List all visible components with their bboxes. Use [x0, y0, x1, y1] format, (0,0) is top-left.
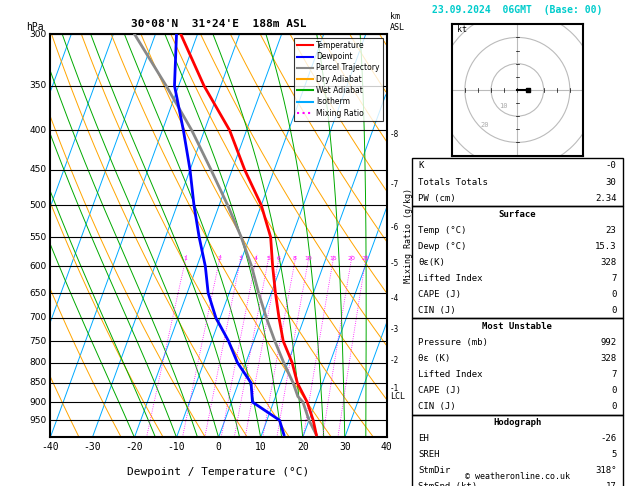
Text: -20: -20 [126, 442, 143, 452]
Text: -6: -6 [390, 224, 399, 232]
Text: SREH: SREH [418, 450, 440, 459]
Text: 0: 0 [611, 306, 616, 315]
Text: 0: 0 [611, 402, 616, 411]
Text: Dewp (°C): Dewp (°C) [418, 242, 467, 251]
Text: 10: 10 [255, 442, 267, 452]
Text: hPa: hPa [26, 21, 44, 32]
Text: 20: 20 [297, 442, 309, 452]
Text: StmSpd (kt): StmSpd (kt) [418, 482, 477, 486]
Text: -0: -0 [606, 161, 616, 171]
Text: Mixing Ratio (g/kg): Mixing Ratio (g/kg) [404, 188, 413, 283]
Text: 10: 10 [304, 256, 312, 260]
Text: 950: 950 [30, 416, 47, 425]
Text: -26: -26 [600, 434, 616, 443]
Legend: Temperature, Dewpoint, Parcel Trajectory, Dry Adiabat, Wet Adiabat, Isotherm, Mi: Temperature, Dewpoint, Parcel Trajectory… [294, 38, 383, 121]
Text: PW (cm): PW (cm) [418, 193, 456, 203]
Text: 30°08'N  31°24'E  188m ASL: 30°08'N 31°24'E 188m ASL [131, 19, 306, 29]
Text: 550: 550 [30, 233, 47, 242]
Text: Surface: Surface [499, 209, 536, 219]
Text: 600: 600 [30, 262, 47, 271]
Text: 1: 1 [184, 256, 187, 260]
Text: θε (K): θε (K) [418, 354, 450, 363]
Text: 800: 800 [30, 358, 47, 367]
Text: 0: 0 [611, 386, 616, 395]
Text: 20: 20 [347, 256, 355, 260]
Text: StmDir: StmDir [418, 466, 450, 475]
Text: 700: 700 [30, 313, 47, 322]
Text: 328: 328 [600, 354, 616, 363]
Text: kt: kt [457, 25, 467, 34]
Text: 25: 25 [362, 256, 369, 260]
Text: CAPE (J): CAPE (J) [418, 386, 461, 395]
Text: 23.09.2024  06GMT  (Base: 00): 23.09.2024 06GMT (Base: 00) [432, 5, 603, 15]
Text: Temp (°C): Temp (°C) [418, 226, 467, 235]
Text: 23: 23 [606, 226, 616, 235]
Text: 2.34: 2.34 [595, 193, 616, 203]
Text: -4: -4 [390, 294, 399, 303]
Text: 850: 850 [30, 379, 47, 387]
Text: 8: 8 [293, 256, 297, 260]
Text: -30: -30 [84, 442, 101, 452]
Text: 0: 0 [216, 442, 221, 452]
Text: Pressure (mb): Pressure (mb) [418, 338, 488, 347]
Text: 15: 15 [329, 256, 337, 260]
Text: CIN (J): CIN (J) [418, 306, 456, 315]
Text: 15.3: 15.3 [595, 242, 616, 251]
Text: -10: -10 [168, 442, 186, 452]
Text: Hodograph: Hodograph [493, 418, 542, 427]
Text: 300: 300 [30, 30, 47, 38]
Text: CIN (J): CIN (J) [418, 402, 456, 411]
Text: 328: 328 [600, 258, 616, 267]
Text: 900: 900 [30, 398, 47, 407]
Text: 0: 0 [611, 290, 616, 299]
Text: -40: -40 [42, 442, 59, 452]
Text: Dewpoint / Temperature (°C): Dewpoint / Temperature (°C) [128, 467, 309, 477]
Text: 30: 30 [339, 442, 350, 452]
Text: © weatheronline.co.uk: © weatheronline.co.uk [465, 472, 570, 481]
Text: 6: 6 [277, 256, 281, 260]
Text: -2: -2 [390, 356, 399, 365]
Text: Lifted Index: Lifted Index [418, 370, 483, 379]
Text: 318°: 318° [595, 466, 616, 475]
Text: -5: -5 [390, 259, 399, 268]
Text: 750: 750 [30, 336, 47, 346]
Text: θε(K): θε(K) [418, 258, 445, 267]
Text: 500: 500 [30, 201, 47, 209]
Text: 350: 350 [30, 81, 47, 90]
Text: 5: 5 [611, 450, 616, 459]
Text: 7: 7 [611, 274, 616, 283]
Text: 992: 992 [600, 338, 616, 347]
Text: -8: -8 [390, 130, 399, 139]
Text: K: K [418, 161, 424, 171]
Text: 3: 3 [238, 256, 242, 260]
Text: km
ASL: km ASL [390, 12, 405, 32]
Text: -7: -7 [390, 180, 399, 189]
Text: -1: -1 [390, 384, 399, 393]
Text: 40: 40 [381, 442, 392, 452]
Text: EH: EH [418, 434, 429, 443]
Text: 10: 10 [499, 104, 508, 109]
Text: Totals Totals: Totals Totals [418, 177, 488, 187]
Text: 30: 30 [606, 177, 616, 187]
Text: 400: 400 [30, 126, 47, 135]
Text: -3: -3 [390, 325, 399, 334]
Text: 450: 450 [30, 165, 47, 174]
Text: CAPE (J): CAPE (J) [418, 290, 461, 299]
Text: 7: 7 [611, 370, 616, 379]
Text: Most Unstable: Most Unstable [482, 322, 552, 331]
Text: 4: 4 [254, 256, 258, 260]
Text: 2: 2 [218, 256, 221, 260]
Text: 17: 17 [606, 482, 616, 486]
Text: LCL: LCL [390, 392, 405, 401]
Text: 650: 650 [30, 289, 47, 297]
Text: 20: 20 [481, 122, 489, 128]
Text: Lifted Index: Lifted Index [418, 274, 483, 283]
Text: 5: 5 [266, 256, 270, 260]
